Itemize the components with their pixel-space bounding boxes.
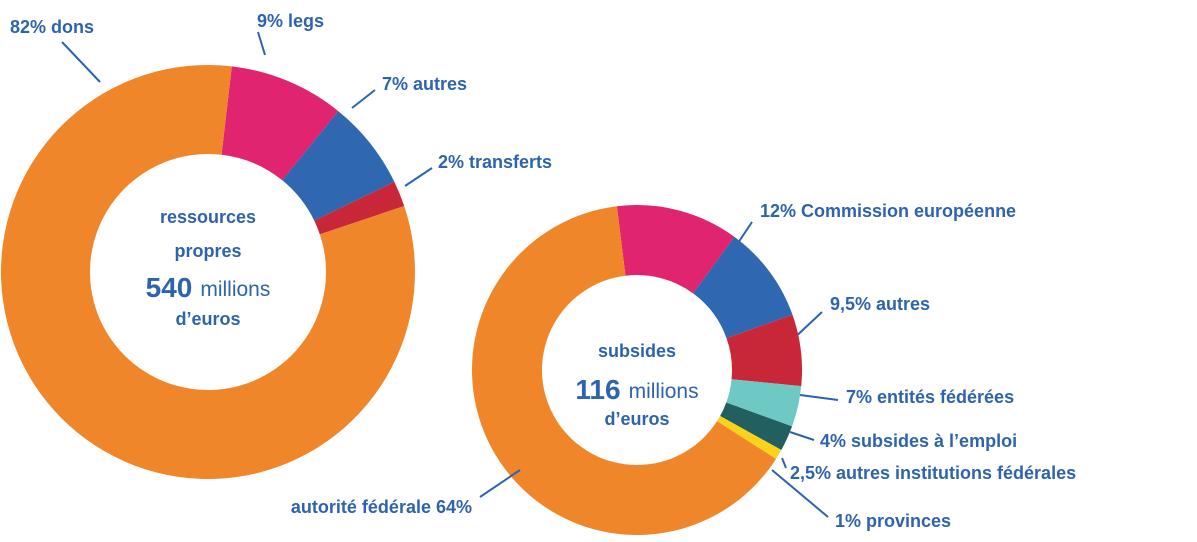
center-title: subsides [598, 341, 676, 361]
donut-slice [471, 206, 777, 536]
donut-slice [282, 111, 395, 221]
donut-slice [314, 181, 405, 235]
slice-label: 1% provinces [835, 511, 951, 531]
center-unit: d’euros [604, 409, 669, 429]
slice-label: 82% dons [10, 17, 94, 37]
slice-label: 7% entités fédérées [846, 387, 1014, 407]
leader-line [404, 167, 433, 187]
donut-slice [693, 236, 793, 339]
center-title: propres [174, 241, 241, 261]
slice-label: 12% Commission européenne [760, 201, 1016, 221]
center-amount: 116 millions [575, 374, 698, 405]
center-amount: 540 millions [146, 272, 271, 303]
leader-line [351, 89, 376, 109]
slice-label: 7% autres [382, 74, 467, 94]
center-value: 116 [575, 374, 620, 405]
slice-label: 4% subsides à l’emploi [820, 431, 1017, 451]
slice-label: autorité fédérale 64% [291, 497, 472, 517]
leader-line [257, 31, 266, 56]
donut-slice [616, 204, 735, 294]
donut-slice [0, 64, 415, 480]
donut-slice [221, 66, 339, 181]
donut-slice [720, 402, 793, 450]
donut-slice [726, 314, 802, 387]
leader-line [781, 457, 787, 469]
leader-line [789, 431, 815, 441]
slice-label: 9% legs [257, 11, 324, 31]
center-unit: d’euros [175, 309, 240, 329]
leader-line [771, 469, 829, 518]
center-unit: millions [629, 380, 699, 403]
slice-label: 9,5% autres [830, 294, 930, 314]
donut-slice [726, 379, 802, 427]
center-value: 540 [146, 272, 193, 303]
leader-line [799, 394, 839, 401]
slice-label: 2,5% autres institutions fédérales [790, 463, 1076, 483]
leader-line [61, 41, 101, 83]
center-unit: millions [200, 278, 270, 301]
center-title: ressources [160, 207, 256, 227]
donut-slice [717, 416, 782, 459]
leader-line [479, 469, 521, 498]
slice-label: 2% transferts [438, 152, 552, 172]
